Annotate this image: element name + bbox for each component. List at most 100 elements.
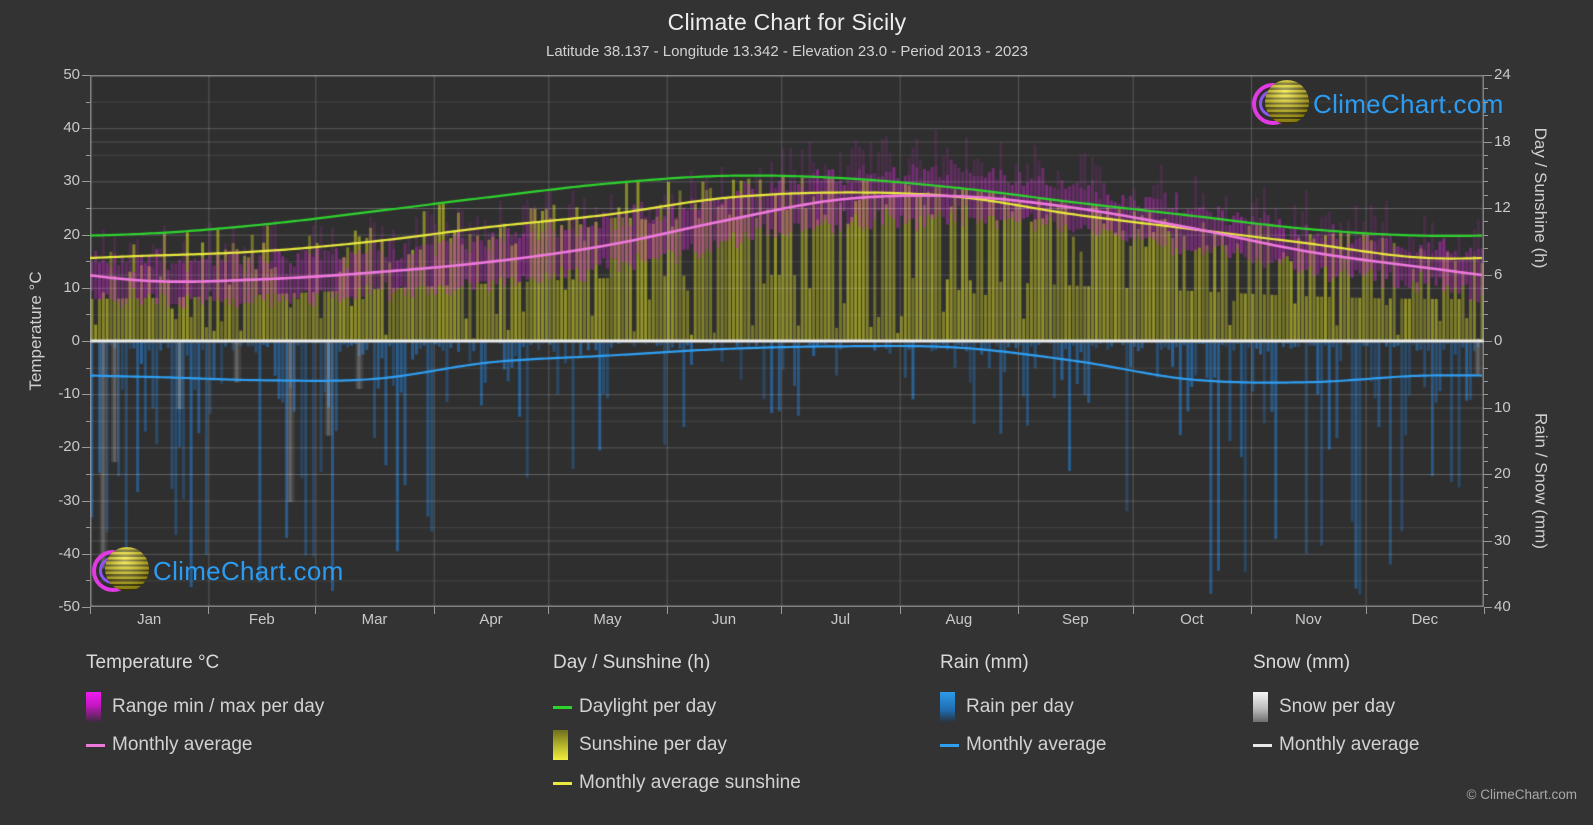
right-day-tick-label: 12 xyxy=(1494,199,1511,216)
axis-tick xyxy=(208,607,210,614)
axis-tick xyxy=(1484,341,1492,342)
left-axis-tick-label: -40 xyxy=(58,544,80,562)
legend-group-temperature-c: Temperature °C Range min / max per day Mon… xyxy=(86,652,324,764)
copyright-text: © ClimeChart.com xyxy=(1466,787,1577,802)
axis-tick xyxy=(1484,580,1488,582)
x-axis-month-label: Oct xyxy=(1180,611,1204,628)
axis-tick xyxy=(1484,447,1488,449)
axis-tick xyxy=(1484,607,1485,614)
axis-tick xyxy=(1484,327,1488,329)
axis-tick xyxy=(86,367,90,369)
x-axis-month-label: Sep xyxy=(1061,611,1089,628)
axis-tick xyxy=(1484,314,1488,316)
axis-tick xyxy=(1484,114,1488,116)
axis-tick xyxy=(82,181,90,183)
legend-group-snow-mm: Snow (mm) Snow per day Monthly average xyxy=(1253,652,1419,764)
axis-tick xyxy=(82,75,90,76)
axis-tick xyxy=(1484,407,1488,409)
axis-tick xyxy=(86,261,90,263)
legend-item-label: Monthly average sunshine xyxy=(579,772,801,793)
left-axis-tick-label: 0 xyxy=(71,332,80,349)
axis-tick xyxy=(1484,168,1488,170)
legend-item: Snow per day xyxy=(1253,688,1419,726)
axis-tick xyxy=(781,607,783,614)
legend-item-label: Rain per day xyxy=(966,696,1074,717)
x-axis-month-label: Nov xyxy=(1294,611,1322,628)
chart-canvas xyxy=(90,75,1484,607)
axis-tick xyxy=(1484,194,1488,196)
axis-tick xyxy=(82,128,90,130)
legend-item: Monthly average sunshine xyxy=(553,764,801,802)
axis-tick xyxy=(1484,367,1488,369)
right-rain-tick-label: 10 xyxy=(1494,398,1511,416)
axis-tick xyxy=(1484,221,1488,223)
left-axis-tick-label: -20 xyxy=(58,438,80,456)
legend-group-header: Temperature °C xyxy=(86,652,220,673)
climechart-logo-top-right[interactable]: ClimeChart.com xyxy=(1252,80,1504,128)
axis-tick xyxy=(82,553,90,555)
legend-item: Monthly average xyxy=(940,726,1106,764)
axis-tick xyxy=(1484,247,1488,249)
axis-tick xyxy=(1484,274,1492,276)
line-swatch xyxy=(553,781,572,785)
page-subtitle: Latitude 38.137 - Longitude 13.342 - Ele… xyxy=(545,43,1029,60)
axis-tick xyxy=(433,607,435,614)
magenta-gradient-swatch xyxy=(86,692,101,722)
legend-item-label: Monthly average xyxy=(966,734,1107,755)
axis-tick xyxy=(1484,274,1488,276)
line-swatch xyxy=(940,743,959,747)
left-axis-tick-label: -30 xyxy=(58,491,80,509)
left-axis-tick-label: 10 xyxy=(63,278,80,296)
climechart-logo-bottom-left[interactable]: ClimeChart.com xyxy=(92,547,344,595)
right-rain-tick-label: 20 xyxy=(1494,465,1511,482)
axis-tick xyxy=(1484,88,1488,90)
axis-tick xyxy=(1484,154,1488,156)
axis-tick xyxy=(86,101,90,103)
climechart-logo-icon xyxy=(92,547,149,595)
left-axis-tick-label: -50 xyxy=(58,598,80,615)
x-axis-month-label: Apr xyxy=(479,611,503,628)
axis-tick xyxy=(86,580,90,582)
axis-tick xyxy=(1484,141,1492,143)
axis-tick xyxy=(1132,607,1134,614)
left-axis-tick-label: 50 xyxy=(63,66,80,83)
axis-tick xyxy=(899,607,901,614)
legend-group-rain-mm: Rain (mm) Rain per day Monthly average xyxy=(940,652,1106,764)
right-axis-title-day-sunshine: Day / Sunshine (h) xyxy=(1531,127,1550,269)
axis-tick xyxy=(86,154,90,156)
climechart-logo-text: ClimeChart.com xyxy=(153,555,344,586)
plot-area: ClimeChart.com ClimeChart.com xyxy=(90,75,1503,607)
page-title: Climate Chart for Sicily xyxy=(667,9,907,35)
axis-tick xyxy=(1484,181,1488,183)
legend-item: Monthly average xyxy=(1253,726,1419,764)
axis-tick xyxy=(1484,593,1488,595)
axis-tick xyxy=(1484,527,1488,529)
axis-tick xyxy=(90,607,91,614)
x-axis-month-label: Feb xyxy=(248,611,275,628)
axis-tick xyxy=(1484,394,1488,396)
axis-tick xyxy=(548,607,550,614)
left-axis-tick-label: 30 xyxy=(63,172,80,190)
axis-tick xyxy=(86,420,90,422)
line-swatch xyxy=(553,705,572,709)
legend-item: Monthly average xyxy=(86,726,324,764)
axis-tick xyxy=(1484,75,1488,76)
legend-item: Rain per day xyxy=(940,688,1106,726)
right-rain-tick-label: 40 xyxy=(1494,598,1511,615)
axis-tick xyxy=(1484,75,1492,76)
blue-gradient-swatch xyxy=(940,692,955,722)
axis-tick xyxy=(1484,567,1488,569)
axis-tick xyxy=(82,341,90,342)
left-axis-tick-label: 40 xyxy=(63,119,80,137)
legend-item: Daylight per day xyxy=(553,688,801,726)
x-axis-month-label: Jan xyxy=(137,611,162,628)
axis-tick xyxy=(82,500,90,502)
axis-tick xyxy=(86,474,90,475)
axis-tick xyxy=(1484,287,1488,289)
legend-item: Sunshine per day xyxy=(553,726,801,764)
x-axis-month-label: Dec xyxy=(1411,611,1439,628)
axis-tick xyxy=(1484,208,1488,209)
axis-tick xyxy=(1484,553,1488,555)
legend-group-header: Day / Sunshine (h) xyxy=(553,652,711,673)
